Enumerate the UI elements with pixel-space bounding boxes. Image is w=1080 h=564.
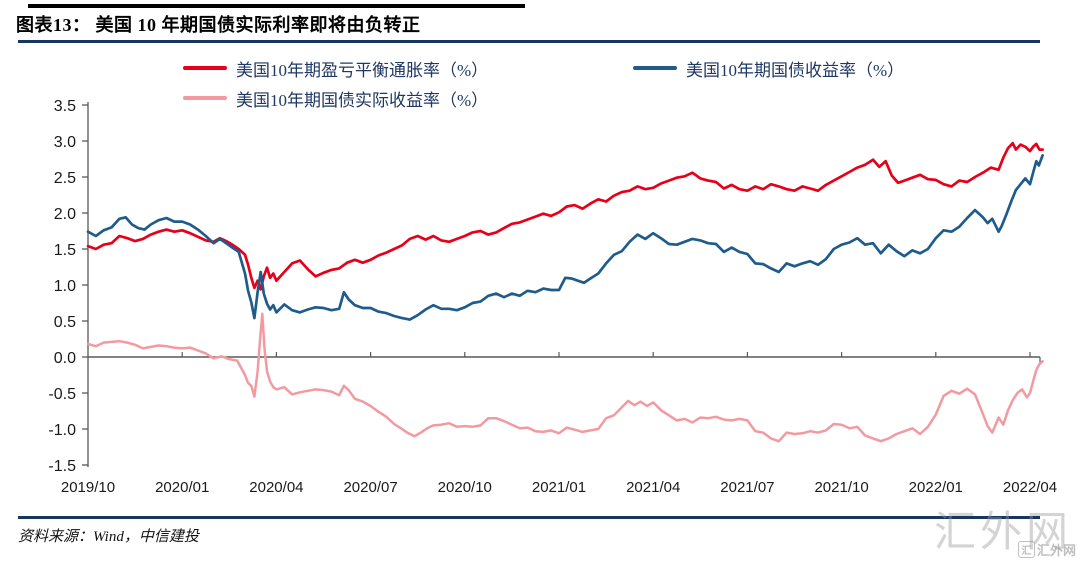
y-tick-label: 1.0	[54, 278, 76, 295]
title-underline-rule	[18, 40, 1040, 43]
legend-item-real-yield: 美国10年期国债实际收益率（%）	[183, 87, 489, 110]
y-tick-label: 3.0	[54, 134, 76, 151]
y-tick-label: 2.0	[54, 206, 76, 223]
y-tick-label: 3.5	[54, 98, 76, 115]
legend-swatch-red-line	[183, 66, 227, 70]
watermark-logo-icon: 汇	[1017, 541, 1035, 558]
site-watermark: 汇外网	[933, 510, 1072, 556]
x-tick-label: 2022/01	[909, 479, 963, 496]
legend-label: 美国10年期国债实际收益率（%）	[236, 90, 489, 110]
series-line	[86, 154, 1044, 321]
page-title: 图表13： 美国 10 年期国债实际利率即将由负转正	[16, 15, 421, 35]
x-tick-label: 2020/04	[249, 479, 303, 496]
footer-rule	[18, 516, 1040, 519]
x-tick-label: 2021/01	[532, 479, 586, 496]
figure-top-rule	[28, 4, 525, 8]
x-tick-label: 2020/07	[343, 479, 397, 496]
x-tick-label: 2021/04	[626, 479, 680, 496]
watermark-logo-text: 汇外网	[1036, 543, 1076, 558]
y-tick-label: -1.5	[48, 458, 76, 475]
y-tick-label: -0.5	[48, 386, 76, 403]
y-tick-label: 0.0	[54, 350, 76, 367]
source-line: 资料来源：Wind，中信建投	[18, 529, 199, 545]
series-line	[86, 312, 1044, 443]
legend-swatch-blue-line	[633, 66, 677, 70]
x-tick-label: 2020/01	[155, 479, 209, 496]
watermark-logo: 汇 汇外网	[1017, 540, 1076, 559]
x-tick-label: 2019/10	[61, 479, 115, 496]
legend-label: 美国10年期盈亏平衡通胀率（%）	[236, 60, 489, 80]
y-tick-label: 1.5	[54, 242, 76, 259]
y-tick-label: -1.0	[48, 422, 76, 439]
x-tick-label: 2021/10	[814, 479, 868, 496]
x-tick-label: 2022/04	[1003, 479, 1057, 496]
legend-swatch-pink-line	[183, 96, 227, 100]
y-tick-label: 0.5	[54, 314, 76, 331]
legend-label: 美国10年期国债收益率（%）	[686, 60, 905, 80]
legend-item-nominal-yield: 美国10年期国债收益率（%）	[633, 57, 905, 80]
x-tick-label: 2020/10	[438, 479, 492, 496]
series-line	[86, 141, 1044, 291]
x-tick-label: 2021/07	[720, 479, 774, 496]
y-tick-label: 2.5	[54, 170, 76, 187]
legend-item-breakeven: 美国10年期盈亏平衡通胀率（%）	[183, 57, 489, 80]
